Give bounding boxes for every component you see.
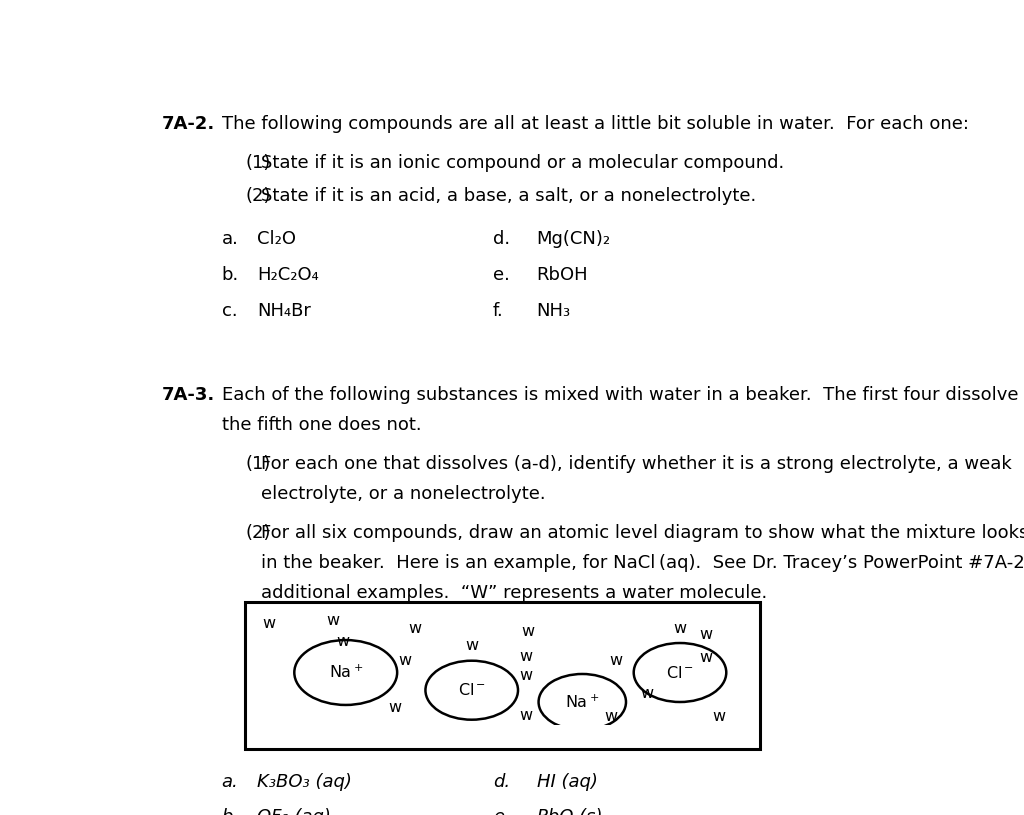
Text: (1): (1) xyxy=(246,455,270,473)
Ellipse shape xyxy=(634,643,726,702)
Text: c.: c. xyxy=(221,302,238,320)
Text: additional examples.  “W” represents a water molecule.: additional examples. “W” represents a wa… xyxy=(261,584,768,602)
Text: Cl$^-$: Cl$^-$ xyxy=(666,664,694,681)
Ellipse shape xyxy=(539,674,626,730)
Text: Na$^+$: Na$^+$ xyxy=(329,664,362,681)
Text: w: w xyxy=(712,709,725,725)
Text: w: w xyxy=(519,649,532,663)
Text: w: w xyxy=(398,653,412,668)
Text: w: w xyxy=(465,638,478,654)
Text: e.: e. xyxy=(494,808,510,815)
Text: w: w xyxy=(388,700,401,716)
Text: (2): (2) xyxy=(246,524,271,542)
Text: b.: b. xyxy=(221,808,239,815)
Text: Each of the following substances is mixed with water in a beaker.  The first fou: Each of the following substances is mixe… xyxy=(221,385,1024,404)
Text: w: w xyxy=(609,653,623,668)
Text: NH₃: NH₃ xyxy=(537,302,570,320)
Text: For each one that dissolves (a-d), identify whether it is a strong electrolyte, : For each one that dissolves (a-d), ident… xyxy=(261,455,1012,473)
Text: Cl$^-$: Cl$^-$ xyxy=(458,682,485,698)
Text: The following compounds are all at least a little bit soluble in water.  For eac: The following compounds are all at least… xyxy=(221,116,969,134)
Text: (2): (2) xyxy=(246,187,271,205)
Text: a.: a. xyxy=(221,230,239,248)
Text: (1): (1) xyxy=(246,154,270,172)
Text: Cl₂O: Cl₂O xyxy=(257,230,296,248)
Text: State if it is an acid, a base, a salt, or a nonelectrolyte.: State if it is an acid, a base, a salt, … xyxy=(261,187,757,205)
Text: w: w xyxy=(519,668,532,683)
Text: OF₂ (aq): OF₂ (aq) xyxy=(257,808,331,815)
Text: b.: b. xyxy=(221,266,239,284)
Text: w: w xyxy=(262,616,275,632)
Text: w: w xyxy=(409,621,422,636)
Text: 7A-2.: 7A-2. xyxy=(162,116,215,134)
Text: f.: f. xyxy=(494,302,504,320)
Text: a.: a. xyxy=(221,773,239,791)
FancyBboxPatch shape xyxy=(246,601,760,749)
Text: w: w xyxy=(519,707,532,723)
Text: w: w xyxy=(604,709,617,725)
Text: State if it is an ionic compound or a molecular compound.: State if it is an ionic compound or a mo… xyxy=(261,154,784,172)
Text: NH₄Br: NH₄Br xyxy=(257,302,311,320)
Text: w: w xyxy=(337,634,350,649)
Text: w: w xyxy=(699,627,713,641)
Text: w: w xyxy=(327,613,339,628)
Text: Na$^+$: Na$^+$ xyxy=(565,694,599,711)
Text: w: w xyxy=(674,621,686,636)
Text: w: w xyxy=(522,623,535,639)
Text: K₃BO₃ (aq): K₃BO₃ (aq) xyxy=(257,773,352,791)
Text: HI (aq): HI (aq) xyxy=(537,773,598,791)
Text: w: w xyxy=(699,650,713,665)
Text: H₂C₂O₄: H₂C₂O₄ xyxy=(257,266,319,284)
Ellipse shape xyxy=(294,640,397,705)
Text: the fifth one does not.: the fifth one does not. xyxy=(221,416,421,434)
Text: in the beaker.  Here is an example, for NaCl (aq).  See Dr. Tracey’s PowerPoint : in the beaker. Here is an example, for N… xyxy=(261,554,1024,572)
Text: RbOH: RbOH xyxy=(537,266,589,284)
Text: 7A-3.: 7A-3. xyxy=(162,385,215,404)
Text: w: w xyxy=(640,685,653,701)
Text: d.: d. xyxy=(494,773,510,791)
Text: PbO (s): PbO (s) xyxy=(537,808,602,815)
Text: d.: d. xyxy=(494,230,510,248)
Text: Mg(CN)₂: Mg(CN)₂ xyxy=(537,230,611,248)
Text: For all six compounds, draw an atomic level diagram to show what the mixture loo: For all six compounds, draw an atomic le… xyxy=(261,524,1024,542)
Text: e.: e. xyxy=(494,266,510,284)
Text: electrolyte, or a nonelectrolyte.: electrolyte, or a nonelectrolyte. xyxy=(261,485,546,503)
Ellipse shape xyxy=(425,661,518,720)
